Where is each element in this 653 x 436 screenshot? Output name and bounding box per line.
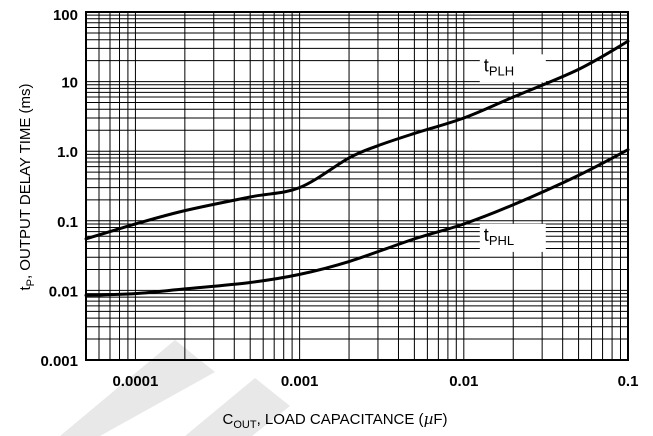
y-tick-label: 10 xyxy=(61,75,78,92)
watermark-stripe xyxy=(60,340,215,436)
y-tick-labels: 0.001 0.01 0.1 1.0 10 100 xyxy=(40,7,78,370)
series-label-tPHL: tPHL xyxy=(484,225,514,248)
plot-frame xyxy=(85,11,629,361)
series-label-box xyxy=(479,223,546,252)
series-labels: tPLH tPHL xyxy=(479,54,546,252)
y-tick-label: 0.1 xyxy=(57,214,78,231)
x-tick-labels: 0.0001 0.001 0.01 0.1 xyxy=(112,373,638,390)
x-tick-label: 0.01 xyxy=(449,373,478,390)
y-tick-label: 100 xyxy=(53,7,78,24)
x-tick-label: 0.1 xyxy=(618,373,639,390)
series-label-box xyxy=(479,54,546,83)
series-line-tPHL xyxy=(84,148,630,297)
y-tick-label: 0.001 xyxy=(40,353,78,370)
watermark-stripe xyxy=(185,378,290,436)
series-line-tPLH xyxy=(84,39,630,241)
x-axis-label: COUT, LOAD CAPACITANCE (µF) xyxy=(223,410,448,431)
y-tick-label: 0.01 xyxy=(49,283,78,300)
x-tick-label: 0.001 xyxy=(281,373,319,390)
y-axis-label: tP, OUTPUT DELAY TIME (ms) xyxy=(17,83,37,290)
grid xyxy=(85,12,629,361)
y-tick-label: 1.0 xyxy=(57,144,78,161)
x-tick-label: 0.0001 xyxy=(112,373,158,390)
watermark xyxy=(60,340,290,436)
series-label-tPLH: tPLH xyxy=(484,55,514,78)
series-lines xyxy=(84,39,630,297)
